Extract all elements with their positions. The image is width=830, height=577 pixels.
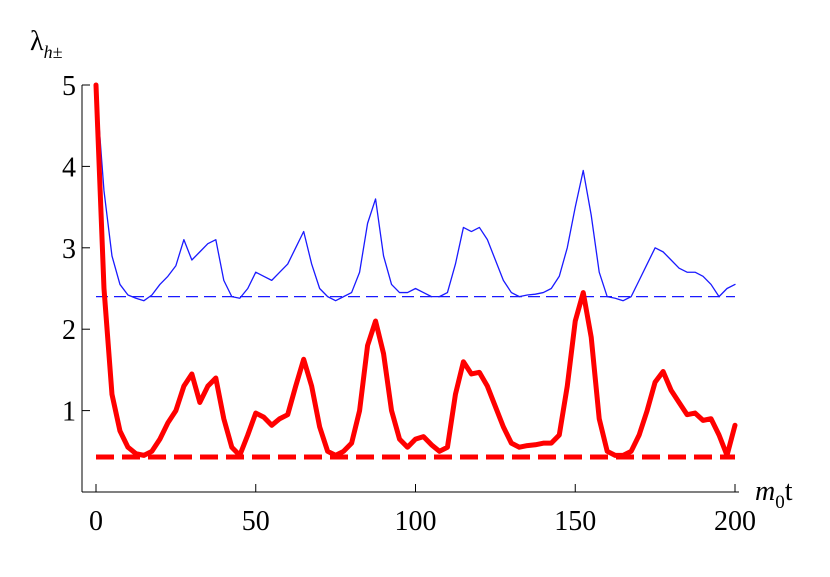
x-label-suffix: t [785,476,793,507]
y-label-symbol: λ [30,26,44,57]
data-line [93,82,738,458]
x-label-subscript: 0 [775,492,785,513]
data-line [95,84,736,302]
y-tick-label: 4 [62,152,76,183]
y-tick-label: 2 [62,315,76,346]
x-axis-label: m0t [755,476,793,513]
y-label-subscript: h± [44,42,63,62]
x-tick-label: 50 [242,506,270,537]
x-tick-label: 200 [714,506,756,537]
y-axis-label: λh± [30,26,63,62]
x-tick-label: 0 [89,506,103,537]
x-label-symbol: m [755,476,775,507]
y-tick-label: 3 [62,234,76,265]
x-tick-label: 100 [395,506,437,537]
x-tick-label: 150 [554,506,596,537]
y-tick-label: 5 [62,71,76,102]
y-tick-label: 1 [62,397,76,428]
